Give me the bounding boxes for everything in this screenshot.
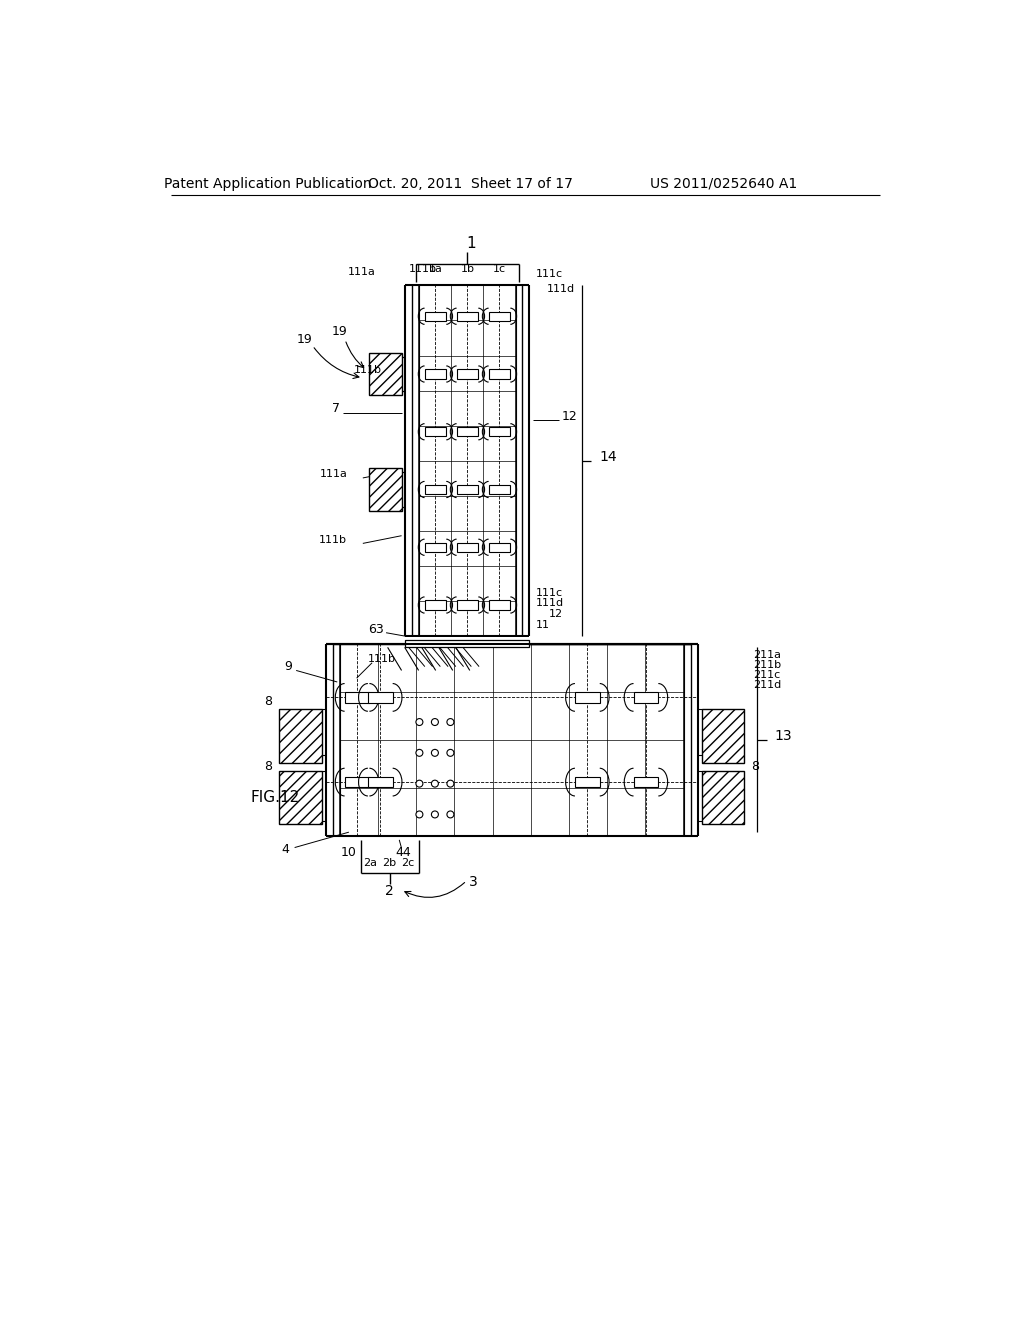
Text: 111a: 111a bbox=[348, 267, 376, 277]
Text: 111d: 111d bbox=[547, 284, 574, 294]
Bar bbox=[425, 312, 446, 321]
Bar bbox=[280, 709, 322, 763]
Text: 9: 9 bbox=[285, 660, 293, 673]
Bar bbox=[340, 644, 684, 836]
Text: 111b: 111b bbox=[369, 653, 396, 664]
Text: 44: 44 bbox=[395, 846, 411, 859]
Text: 111b: 111b bbox=[354, 366, 382, 375]
Bar bbox=[406, 640, 529, 647]
Text: 1c: 1c bbox=[493, 264, 506, 273]
Circle shape bbox=[431, 810, 438, 818]
Text: 63: 63 bbox=[368, 623, 384, 636]
Text: 3: 3 bbox=[469, 875, 477, 890]
Circle shape bbox=[416, 718, 423, 726]
Bar bbox=[457, 543, 478, 552]
Text: 111c: 111c bbox=[536, 589, 563, 598]
Text: 111d: 111d bbox=[536, 598, 564, 609]
Text: 211c: 211c bbox=[754, 671, 780, 680]
Circle shape bbox=[431, 780, 438, 787]
Text: Oct. 20, 2011  Sheet 17 of 17: Oct. 20, 2011 Sheet 17 of 17 bbox=[368, 177, 573, 191]
Bar bbox=[457, 484, 478, 494]
Bar bbox=[280, 771, 322, 825]
Text: 8: 8 bbox=[264, 694, 272, 708]
Bar bbox=[368, 776, 392, 788]
Bar bbox=[574, 776, 600, 788]
Text: 12: 12 bbox=[549, 610, 563, 619]
Bar bbox=[488, 312, 510, 321]
Text: FIG.12: FIG.12 bbox=[251, 789, 300, 805]
Text: 8: 8 bbox=[264, 760, 272, 774]
Circle shape bbox=[416, 750, 423, 756]
Text: 111a: 111a bbox=[319, 469, 347, 479]
Bar bbox=[425, 370, 446, 379]
Bar bbox=[457, 312, 478, 321]
Circle shape bbox=[446, 780, 454, 787]
Text: 13: 13 bbox=[774, 729, 792, 743]
Bar bbox=[488, 543, 510, 552]
Bar bbox=[345, 692, 370, 702]
Text: 211a: 211a bbox=[754, 649, 781, 660]
Text: US 2011/0252640 A1: US 2011/0252640 A1 bbox=[649, 177, 797, 191]
Circle shape bbox=[446, 810, 454, 818]
Bar bbox=[425, 601, 446, 610]
Bar bbox=[634, 776, 658, 788]
Text: 2a: 2a bbox=[364, 858, 378, 869]
Text: 14: 14 bbox=[599, 450, 616, 463]
Circle shape bbox=[446, 750, 454, 756]
Circle shape bbox=[446, 718, 454, 726]
Bar bbox=[406, 636, 529, 644]
Bar bbox=[368, 692, 392, 702]
Text: 111b: 111b bbox=[319, 535, 347, 545]
Bar bbox=[634, 692, 658, 702]
Text: 211d: 211d bbox=[754, 680, 781, 690]
Text: 2b: 2b bbox=[382, 858, 396, 869]
Bar bbox=[369, 469, 401, 511]
Bar bbox=[345, 776, 370, 788]
Text: 1b: 1b bbox=[461, 264, 474, 273]
Text: 10: 10 bbox=[341, 846, 356, 859]
Bar bbox=[457, 601, 478, 610]
Text: 19: 19 bbox=[297, 333, 312, 346]
Bar bbox=[701, 709, 744, 763]
Bar bbox=[425, 543, 446, 552]
Bar bbox=[457, 428, 478, 437]
Circle shape bbox=[431, 718, 438, 726]
Circle shape bbox=[416, 780, 423, 787]
Bar bbox=[488, 484, 510, 494]
Bar bbox=[457, 370, 478, 379]
Text: 111b: 111b bbox=[410, 264, 437, 273]
Text: 19: 19 bbox=[332, 325, 347, 338]
Text: 211b: 211b bbox=[754, 660, 781, 671]
Bar bbox=[425, 428, 446, 437]
Text: 11: 11 bbox=[536, 620, 550, 630]
Bar bbox=[488, 370, 510, 379]
Text: 12: 12 bbox=[562, 409, 578, 422]
Bar bbox=[488, 428, 510, 437]
Text: 111c: 111c bbox=[536, 269, 563, 279]
Bar bbox=[369, 352, 401, 395]
Circle shape bbox=[416, 810, 423, 818]
Text: 2c: 2c bbox=[401, 858, 415, 869]
Bar bbox=[701, 771, 744, 825]
Text: 4: 4 bbox=[282, 843, 289, 857]
Bar bbox=[488, 601, 510, 610]
Bar bbox=[420, 285, 515, 636]
Text: 1: 1 bbox=[467, 236, 476, 251]
Bar bbox=[574, 692, 600, 702]
Text: 7: 7 bbox=[332, 403, 340, 416]
Text: 8: 8 bbox=[751, 760, 759, 774]
Circle shape bbox=[431, 750, 438, 756]
Text: Patent Application Publication: Patent Application Publication bbox=[164, 177, 372, 191]
Text: 2: 2 bbox=[385, 884, 394, 899]
Text: 1a: 1a bbox=[428, 264, 442, 273]
Bar bbox=[425, 484, 446, 494]
